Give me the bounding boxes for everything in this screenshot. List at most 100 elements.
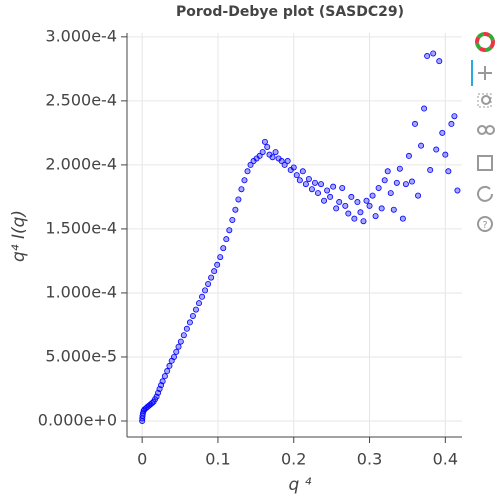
point (321, 197, 328, 204)
point (454, 187, 461, 194)
x-tick-label: 0.1 (205, 450, 230, 469)
point (186, 319, 193, 326)
svg-text:?: ? (482, 220, 487, 231)
point (308, 186, 315, 193)
y-axis-label: q⁴ I(q) (9, 210, 29, 262)
point (424, 53, 431, 60)
point (264, 143, 271, 150)
point (436, 58, 443, 65)
point (226, 227, 233, 234)
point (247, 161, 254, 168)
point (369, 192, 376, 199)
point (433, 146, 440, 153)
point (415, 192, 422, 199)
point (229, 216, 236, 223)
point (281, 161, 288, 168)
point (211, 268, 218, 275)
point (269, 154, 276, 161)
point (196, 300, 203, 307)
point (381, 177, 388, 184)
x-tick-label: 0.2 (281, 450, 306, 469)
y-tick-label: 2.000e-4 (45, 154, 117, 173)
pan-tool[interactable] (478, 66, 492, 80)
point (399, 215, 406, 222)
point (293, 172, 300, 179)
help-tool[interactable]: ? (477, 216, 493, 232)
point (202, 287, 209, 294)
point (189, 312, 196, 319)
point (402, 181, 409, 188)
point (412, 120, 419, 127)
point (427, 167, 434, 174)
point (339, 184, 346, 191)
point (430, 50, 437, 57)
point (220, 245, 227, 252)
point (232, 206, 239, 213)
x-tick-label: 0 (137, 450, 147, 469)
point (177, 338, 184, 345)
chart-title: Porod-Debye plot (SASDC29) (176, 4, 404, 20)
point (393, 179, 400, 186)
point (180, 332, 187, 339)
point (296, 177, 303, 184)
point (421, 105, 428, 112)
point (336, 199, 343, 206)
y-tick-label: 2.500e-4 (45, 90, 117, 109)
point (183, 325, 190, 332)
point (448, 120, 455, 127)
reset-tool[interactable] (477, 185, 493, 202)
point (378, 205, 385, 212)
point (372, 213, 379, 220)
point (238, 186, 245, 193)
point (333, 205, 340, 212)
point (161, 373, 168, 380)
point (384, 168, 391, 175)
box-zoom-tool[interactable] (477, 93, 492, 108)
point (244, 168, 251, 175)
point (164, 368, 171, 375)
point (272, 149, 279, 156)
point (451, 113, 458, 120)
point (405, 152, 412, 159)
bokeh-logo (475, 32, 495, 52)
point (318, 181, 325, 188)
point (330, 183, 337, 190)
point (342, 202, 349, 209)
point (445, 168, 452, 175)
point (354, 199, 361, 206)
y-tick-label: 3.000e-4 (45, 26, 117, 45)
point (217, 254, 224, 261)
point (390, 206, 397, 213)
point (363, 197, 370, 204)
point (159, 378, 166, 385)
point (299, 168, 306, 175)
point (166, 362, 173, 369)
y-tick-label: 1.500e-4 (45, 218, 117, 237)
toolbar: ? (471, 32, 495, 232)
point (173, 348, 180, 355)
x-axis-label: q ⁴ (288, 475, 311, 495)
point (324, 187, 331, 194)
point (259, 149, 266, 156)
point (199, 293, 206, 300)
save-tool[interactable] (477, 155, 493, 171)
point (366, 202, 373, 209)
y-tick-label: 0.000e+0 (38, 410, 117, 429)
point (439, 129, 446, 136)
point (351, 215, 358, 222)
point (348, 193, 355, 200)
point (314, 190, 321, 197)
point (214, 261, 221, 268)
point (175, 343, 182, 350)
point (305, 175, 312, 182)
wheel-zoom-tool[interactable] (477, 125, 495, 135)
point (418, 142, 425, 149)
point (208, 274, 215, 281)
point (284, 158, 291, 165)
point (170, 353, 177, 360)
point (396, 165, 403, 172)
point (235, 196, 242, 203)
point (256, 152, 263, 159)
y-tick-label: 1.000e-4 (45, 282, 117, 301)
